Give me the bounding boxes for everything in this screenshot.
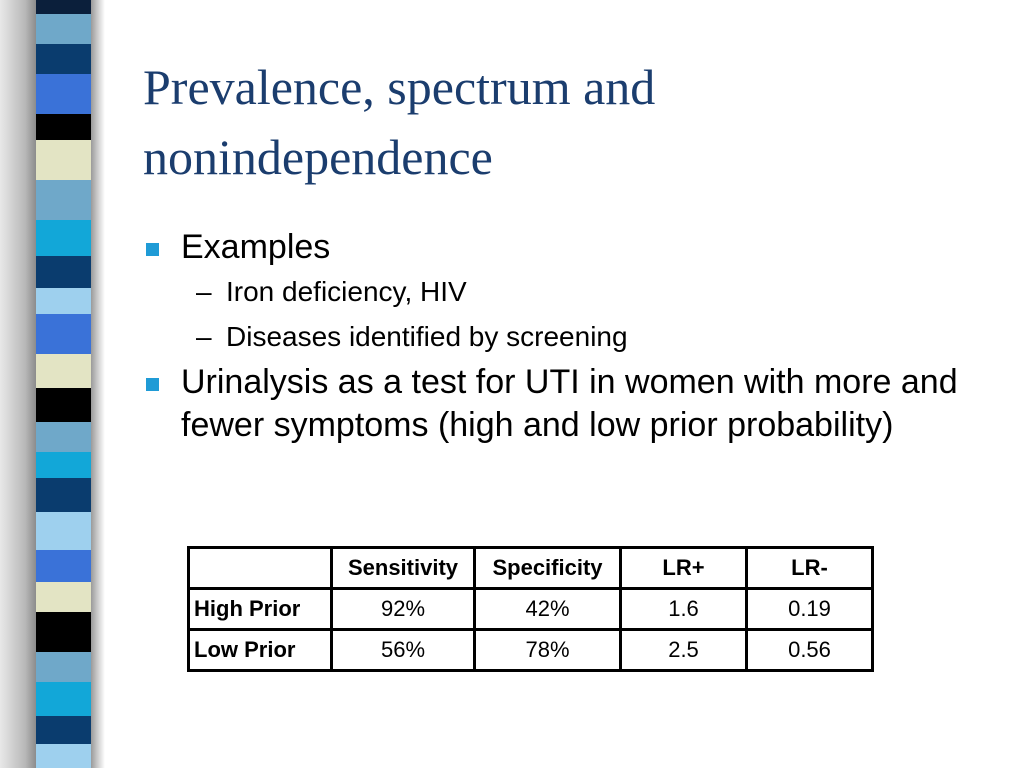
bullet-urinalysis: Urinalysis as a test for UTI in women wi… xyxy=(143,361,963,447)
bullet-text: Urinalysis as a test for UTI in women wi… xyxy=(181,363,958,444)
stripe-segment xyxy=(36,744,91,768)
stripe-segment xyxy=(36,422,91,452)
table-header-cell xyxy=(187,546,333,590)
bullet-text: Examples xyxy=(181,228,331,266)
table-cell: 0.19 xyxy=(745,587,874,631)
table-header-cell: Specificity xyxy=(473,546,622,590)
stripe-segment xyxy=(36,478,91,512)
table-cell: 2.5 xyxy=(619,628,748,672)
stripe-segment xyxy=(36,716,91,744)
stripe-segment xyxy=(36,256,91,288)
slide-title: Prevalence, spectrum and nonindependence xyxy=(143,59,656,185)
stripe-segment xyxy=(36,452,91,478)
stripe-segment xyxy=(36,682,91,716)
stripe-segment xyxy=(36,652,91,682)
square-bullet-icon xyxy=(146,243,159,256)
stripe-segment xyxy=(36,612,91,652)
table-header-cell: LR+ xyxy=(619,546,748,590)
sub-bullet-text: Iron deficiency, HIV xyxy=(226,276,467,307)
table-row-header: High Prior xyxy=(187,587,333,631)
stripe-column xyxy=(36,0,91,768)
sub-bullet-screening: – Diseases identified by screening xyxy=(143,314,963,359)
stripe-segment xyxy=(36,74,91,114)
table-cell: 92% xyxy=(330,587,476,631)
square-bullet-icon xyxy=(146,378,159,391)
stripe-segment xyxy=(36,582,91,612)
stripe-segment xyxy=(36,14,91,44)
table-row-header: Low Prior xyxy=(187,628,333,672)
table-header-cell: Sensitivity xyxy=(330,546,476,590)
table-cell: 0.56 xyxy=(745,628,874,672)
stripe-segment xyxy=(36,114,91,140)
sub-bullet-text: Diseases identified by screening xyxy=(226,321,628,352)
decorative-stripe-bar xyxy=(0,0,120,768)
table-cell: 78% xyxy=(473,628,622,672)
dash-bullet-icon: – xyxy=(196,276,212,307)
sub-bullet-iron-hiv: – Iron deficiency, HIV xyxy=(143,269,963,314)
bullet-examples: Examples xyxy=(143,226,963,269)
table-row: High Prior 92% 42% 1.6 0.19 xyxy=(187,587,874,631)
stripe-segment xyxy=(36,44,91,74)
table-cell: 1.6 xyxy=(619,587,748,631)
stripe-segment xyxy=(36,220,91,256)
stripe-segment xyxy=(36,388,91,422)
stripe-segment xyxy=(36,550,91,582)
stripe-segment xyxy=(36,512,91,550)
stripe-segment xyxy=(36,0,91,14)
bullet-list: Examples – Iron deficiency, HIV – Diseas… xyxy=(143,226,963,447)
table-cell: 42% xyxy=(473,587,622,631)
table-header-row: Sensitivity Specificity LR+ LR- xyxy=(187,546,874,590)
stripe-bar-left-shadow xyxy=(0,0,36,768)
dash-bullet-icon: – xyxy=(196,321,212,352)
table-row: Low Prior 56% 78% 2.5 0.56 xyxy=(187,628,874,672)
stripe-segment xyxy=(36,354,91,388)
stripe-bar-shadow xyxy=(91,0,105,768)
stripe-segment xyxy=(36,314,91,354)
table-cell: 56% xyxy=(330,628,476,672)
stripe-segment xyxy=(36,140,91,180)
stripe-segment xyxy=(36,288,91,314)
results-table: Sensitivity Specificity LR+ LR- High Pri… xyxy=(187,546,874,672)
stripe-segment xyxy=(36,180,91,220)
table-header-cell: LR- xyxy=(745,546,874,590)
